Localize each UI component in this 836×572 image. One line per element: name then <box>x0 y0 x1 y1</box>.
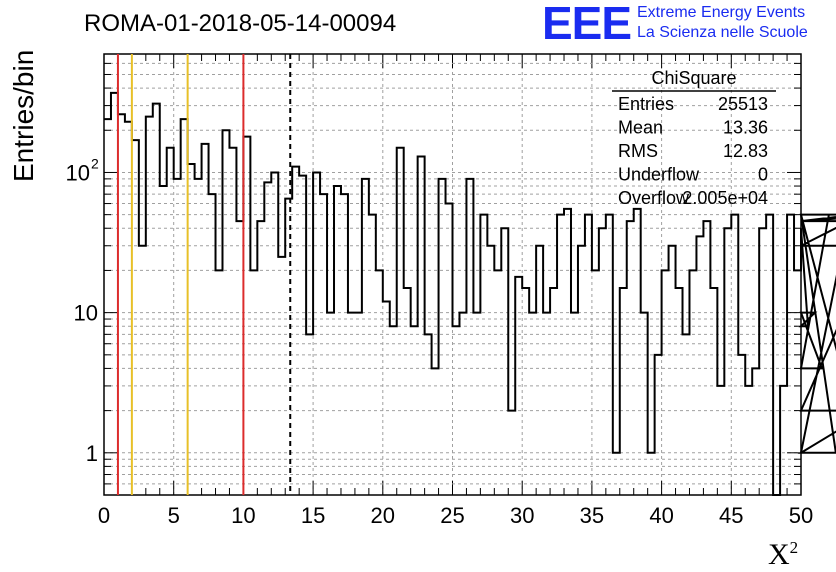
y-tick-label-10: 10 <box>74 301 98 326</box>
x-tick-label: 40 <box>649 503 673 528</box>
stats-row-value: 25513 <box>718 94 768 114</box>
x-axis-label-main: X <box>768 538 790 571</box>
logo-line-2: La Scienza nelle Scuole <box>637 24 808 41</box>
x-axis-label-superscript: 2 <box>789 538 799 557</box>
run-title: ROMA-01-2018-05-14-00094 <box>84 10 397 37</box>
stats-row-value: 13.36 <box>723 118 768 138</box>
x-tick-label: 20 <box>371 503 395 528</box>
x-tick-label: 5 <box>168 503 180 528</box>
x-axis-label: X2 <box>768 538 798 572</box>
logo-line-1: Extreme Energy Events <box>637 4 806 21</box>
x-tick-label: 50 <box>789 503 813 528</box>
x-tick-label: 30 <box>510 503 534 528</box>
x-tick-label: 10 <box>231 503 255 528</box>
x-tick-label: 45 <box>719 503 743 528</box>
stats-row-label: Overflow <box>618 188 690 208</box>
x-tick-label: 35 <box>580 503 604 528</box>
y-tick-label-1: 1 <box>86 441 98 466</box>
x-tick-label: 25 <box>440 503 464 528</box>
y-tick-label-100-exponent: 2 <box>91 155 99 171</box>
stats-row-label: Entries <box>618 94 674 114</box>
stats-row-value: 2.005e+04 <box>682 188 768 208</box>
stats-row-label: Mean <box>618 118 663 138</box>
plot-frame <box>103 53 802 496</box>
stats-row-value: 0 <box>758 165 768 185</box>
eee-logo: EEE <box>542 0 632 49</box>
stats-row-value: 12.83 <box>723 141 768 161</box>
x-tick-label: 15 <box>301 503 325 528</box>
histogram-step-line <box>104 91 836 496</box>
stats-box-title: ChiSquare <box>651 68 736 88</box>
stats-row-label: RMS <box>618 141 658 161</box>
x-tick-label: 0 <box>98 503 110 528</box>
y-tick-label-100-base: 10 <box>66 160 90 185</box>
stats-row-label: Underflow <box>618 165 700 185</box>
